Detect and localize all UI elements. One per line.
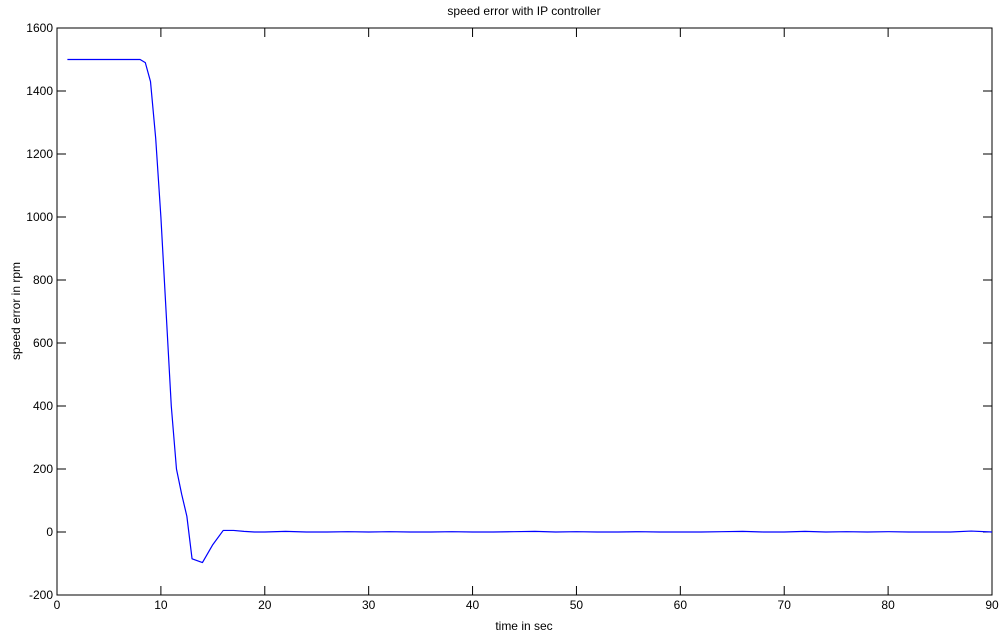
x-tick-label: 50 xyxy=(570,598,584,612)
x-tick-label: 90 xyxy=(985,598,999,612)
x-tick-label: 0 xyxy=(54,598,61,612)
y-tick-label: 200 xyxy=(33,462,53,476)
chart-title: speed error with IP controller xyxy=(447,4,600,18)
x-tick-label: 10 xyxy=(154,598,168,612)
y-axis-label: speed error in rpm xyxy=(9,262,23,360)
x-axis-tick-labels: 0 10 20 30 40 50 60 70 80 90 xyxy=(54,598,999,612)
y-tick-label: -200 xyxy=(29,588,53,602)
y-tick-label: 0 xyxy=(46,525,53,539)
y-tick-label: 1600 xyxy=(26,21,53,35)
y-tick-label: 800 xyxy=(33,273,53,287)
y-tick-label: 1400 xyxy=(26,84,53,98)
y-tick-label: 600 xyxy=(33,336,53,350)
y-tick-label: 1000 xyxy=(26,210,53,224)
x-tick-label: 70 xyxy=(778,598,792,612)
y-axis-tick-labels: -200 0 200 400 600 800 1000 1200 1400 1600 xyxy=(26,21,53,602)
speed-error-series-line xyxy=(67,58,993,564)
x-tick-label: 30 xyxy=(362,598,376,612)
x-tick-label: 20 xyxy=(258,598,272,612)
x-tick-label: 60 xyxy=(674,598,688,612)
x-axis-label: time in sec xyxy=(495,619,552,633)
x-axis-ticks xyxy=(56,28,993,595)
y-tick-label: 1200 xyxy=(26,147,53,161)
plot-area xyxy=(56,27,993,596)
y-tick-label: 400 xyxy=(33,399,53,413)
x-tick-label: 40 xyxy=(466,598,480,612)
x-tick-label: 80 xyxy=(881,598,895,612)
